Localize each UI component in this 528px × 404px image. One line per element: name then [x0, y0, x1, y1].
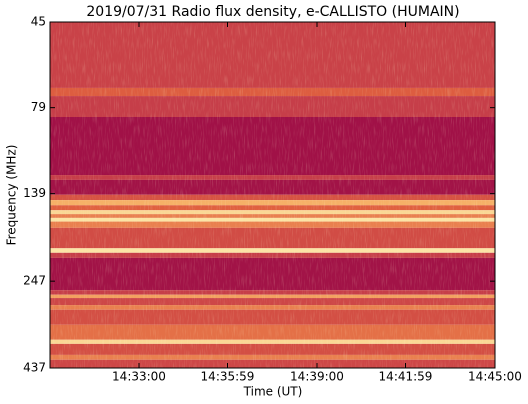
plot-frame — [49, 21, 496, 369]
y-axis-label: Frequency (MHz) — [5, 145, 19, 246]
x-tick-label: 14:41:59 — [379, 370, 433, 384]
chart-title: 2019/07/31 Radio flux density, e-CALLIST… — [86, 4, 459, 20]
x-axis-label: Time (UT) — [243, 385, 303, 399]
y-tick-label: 247 — [23, 274, 46, 288]
x-tick-label: 14:33:00 — [112, 370, 166, 384]
axes: 45 79 139 247 437 14:33:00 14:35:59 14:39:00 14:… — [23, 15, 522, 384]
y-tick-label: 139 — [23, 186, 46, 200]
x-tick-label: 14:39:00 — [290, 370, 344, 384]
x-tick-label: 14:45:00 — [468, 370, 522, 384]
y-tick-label: 79 — [31, 100, 46, 114]
y-tick-label: 45 — [31, 15, 46, 29]
y-tick-label: 437 — [23, 361, 46, 375]
x-tick-label: 14:35:59 — [201, 370, 255, 384]
texture — [50, 22, 495, 368]
